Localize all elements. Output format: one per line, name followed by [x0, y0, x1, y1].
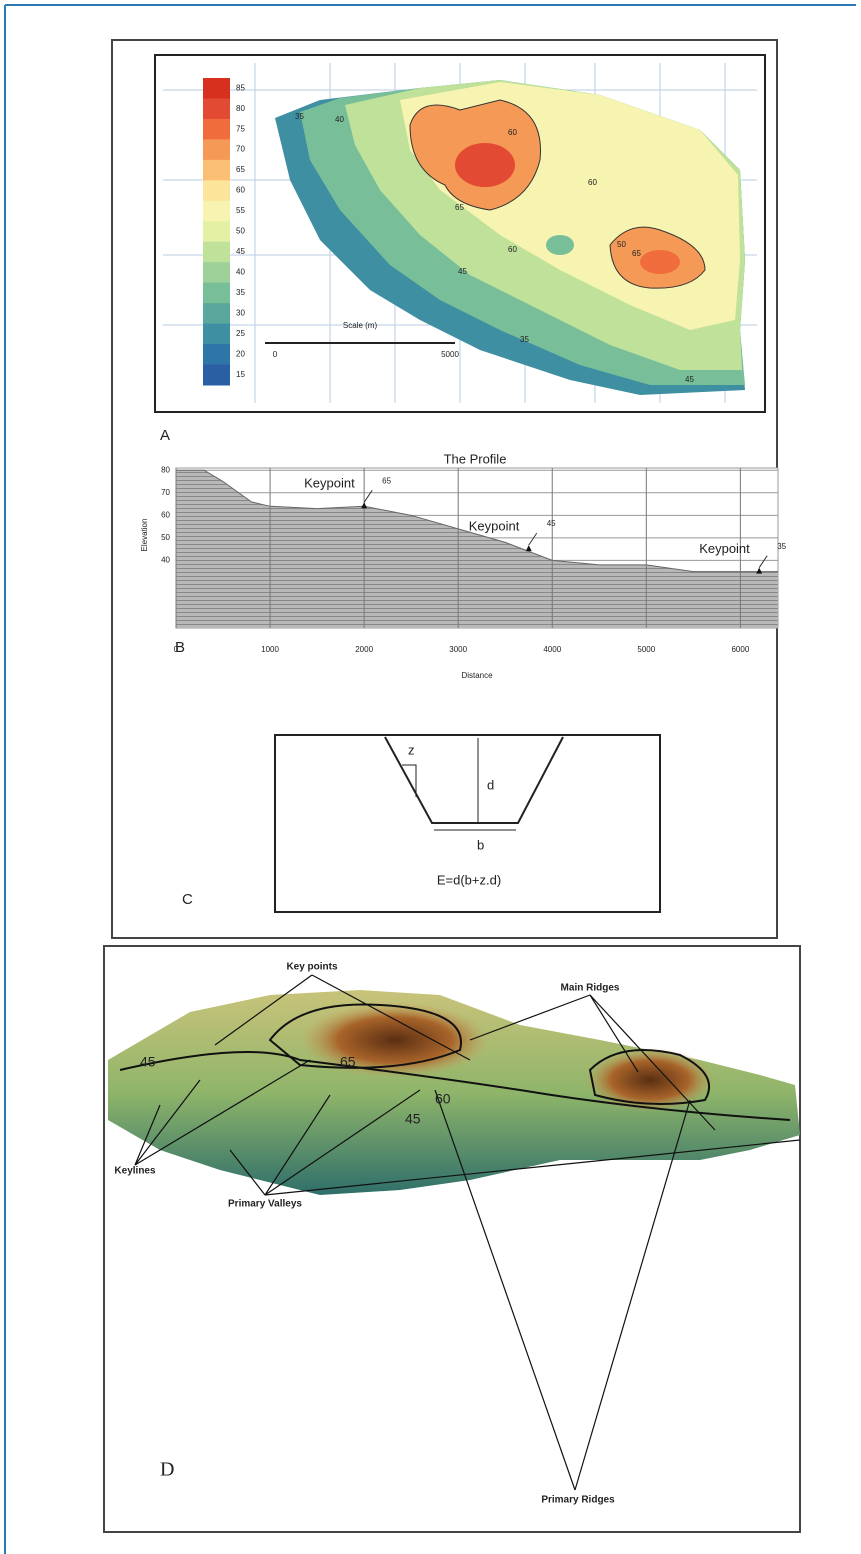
- contour-label: 45: [458, 267, 467, 276]
- figure: 85 80 75 70 65 60 55 50 45 40 35 30 25 20 15 Scale (m)…: [0, 0, 861, 1554]
- x-tick-label: 4000: [543, 645, 561, 654]
- contour-label: 60: [588, 178, 597, 187]
- keypoint-tag: 45: [547, 519, 556, 528]
- label-d: d: [487, 777, 494, 792]
- y-tick-label: 70: [161, 488, 170, 497]
- x-tick-label: 2000: [355, 645, 373, 654]
- legend-swatch: [203, 201, 230, 222]
- legend-swatch: [203, 160, 230, 181]
- label-z: z: [408, 742, 415, 757]
- contour-label: 50: [617, 240, 626, 249]
- legend-swatch: [203, 78, 230, 99]
- scale-start: 0: [273, 350, 278, 359]
- callout: Primary Valleys: [228, 1199, 302, 1210]
- panel-label: C: [182, 891, 193, 908]
- legend-swatch: [203, 365, 230, 386]
- y-tick-label: 60: [161, 510, 170, 519]
- legend-swatch: [203, 98, 230, 119]
- contour-label: 40: [335, 115, 344, 124]
- map-depression: [546, 235, 574, 255]
- legend-label: 75: [236, 124, 245, 133]
- contour-label: 45: [140, 1054, 156, 1070]
- legend-label: 60: [236, 186, 245, 195]
- panel-label: B: [175, 639, 185, 656]
- legend-swatch: [203, 283, 230, 304]
- keypoint-label: Keypoint: [699, 541, 750, 556]
- callout: Key points: [286, 962, 338, 973]
- legend-label: 50: [236, 227, 245, 236]
- y-tick-label: 50: [161, 533, 170, 542]
- legend-swatch: [203, 180, 230, 201]
- keypoint-label: Keypoint: [469, 519, 520, 534]
- legend-label: 65: [236, 165, 245, 174]
- legend-swatch: [203, 303, 230, 324]
- contour-label: 35: [520, 335, 529, 344]
- legend-label: 85: [236, 83, 245, 92]
- scale-title: Scale (m): [343, 321, 378, 330]
- contour-label: 65: [455, 203, 464, 212]
- chart-title: The Profile: [444, 451, 507, 466]
- legend-swatch: [203, 221, 230, 242]
- legend-label: 30: [236, 308, 245, 317]
- contour-label: 60: [435, 1091, 451, 1107]
- callout: Primary Ridges: [541, 1495, 615, 1506]
- x-tick-label: 5000: [637, 645, 655, 654]
- contour-label: 35: [295, 112, 304, 121]
- legend-swatch: [203, 344, 230, 365]
- x-tick-label: 1000: [261, 645, 279, 654]
- callout: Keylines: [114, 1166, 156, 1177]
- legend-label: 20: [236, 349, 245, 358]
- x-tick-label: 6000: [731, 645, 749, 654]
- y-tick-label: 40: [161, 556, 170, 565]
- legend-swatch: [203, 139, 230, 160]
- legend-label: 25: [236, 329, 245, 338]
- x-axis-label: Distance: [461, 671, 493, 680]
- map-peak: [640, 250, 680, 274]
- legend-label: 15: [236, 370, 245, 379]
- label-b: b: [477, 837, 484, 852]
- legend-label: 70: [236, 145, 245, 154]
- keypoint-tag: 65: [382, 476, 391, 485]
- y-tick-label: 80: [161, 465, 170, 474]
- panel-label: D: [160, 1459, 174, 1481]
- panel-label: A: [160, 427, 170, 444]
- keypoint-label: Keypoint: [304, 476, 355, 491]
- y-axis-label: Elevation: [140, 519, 149, 552]
- legend-label: 45: [236, 247, 245, 256]
- legend-swatch: [203, 119, 230, 140]
- legend-label: 35: [236, 288, 245, 297]
- callout: Main Ridges: [561, 983, 620, 994]
- contour-label: 45: [405, 1111, 421, 1127]
- formula: E=d(b+z.d): [437, 872, 501, 887]
- legend-label: 80: [236, 104, 245, 113]
- keypoint-tag: 35: [777, 542, 786, 551]
- contour-label: 65: [340, 1054, 356, 1070]
- contour-label: 60: [508, 245, 517, 254]
- legend-swatch: [203, 242, 230, 263]
- contour-label: 65: [632, 249, 641, 258]
- legend-swatch: [203, 262, 230, 283]
- legend-label: 40: [236, 268, 245, 277]
- contour-label: 45: [685, 375, 694, 384]
- scale-end: 5000: [441, 350, 459, 359]
- contour-label: 60: [508, 128, 517, 137]
- map-peak: [455, 143, 515, 187]
- legend-label: 55: [236, 206, 245, 215]
- x-tick-label: 3000: [449, 645, 467, 654]
- legend-swatch: [203, 324, 230, 345]
